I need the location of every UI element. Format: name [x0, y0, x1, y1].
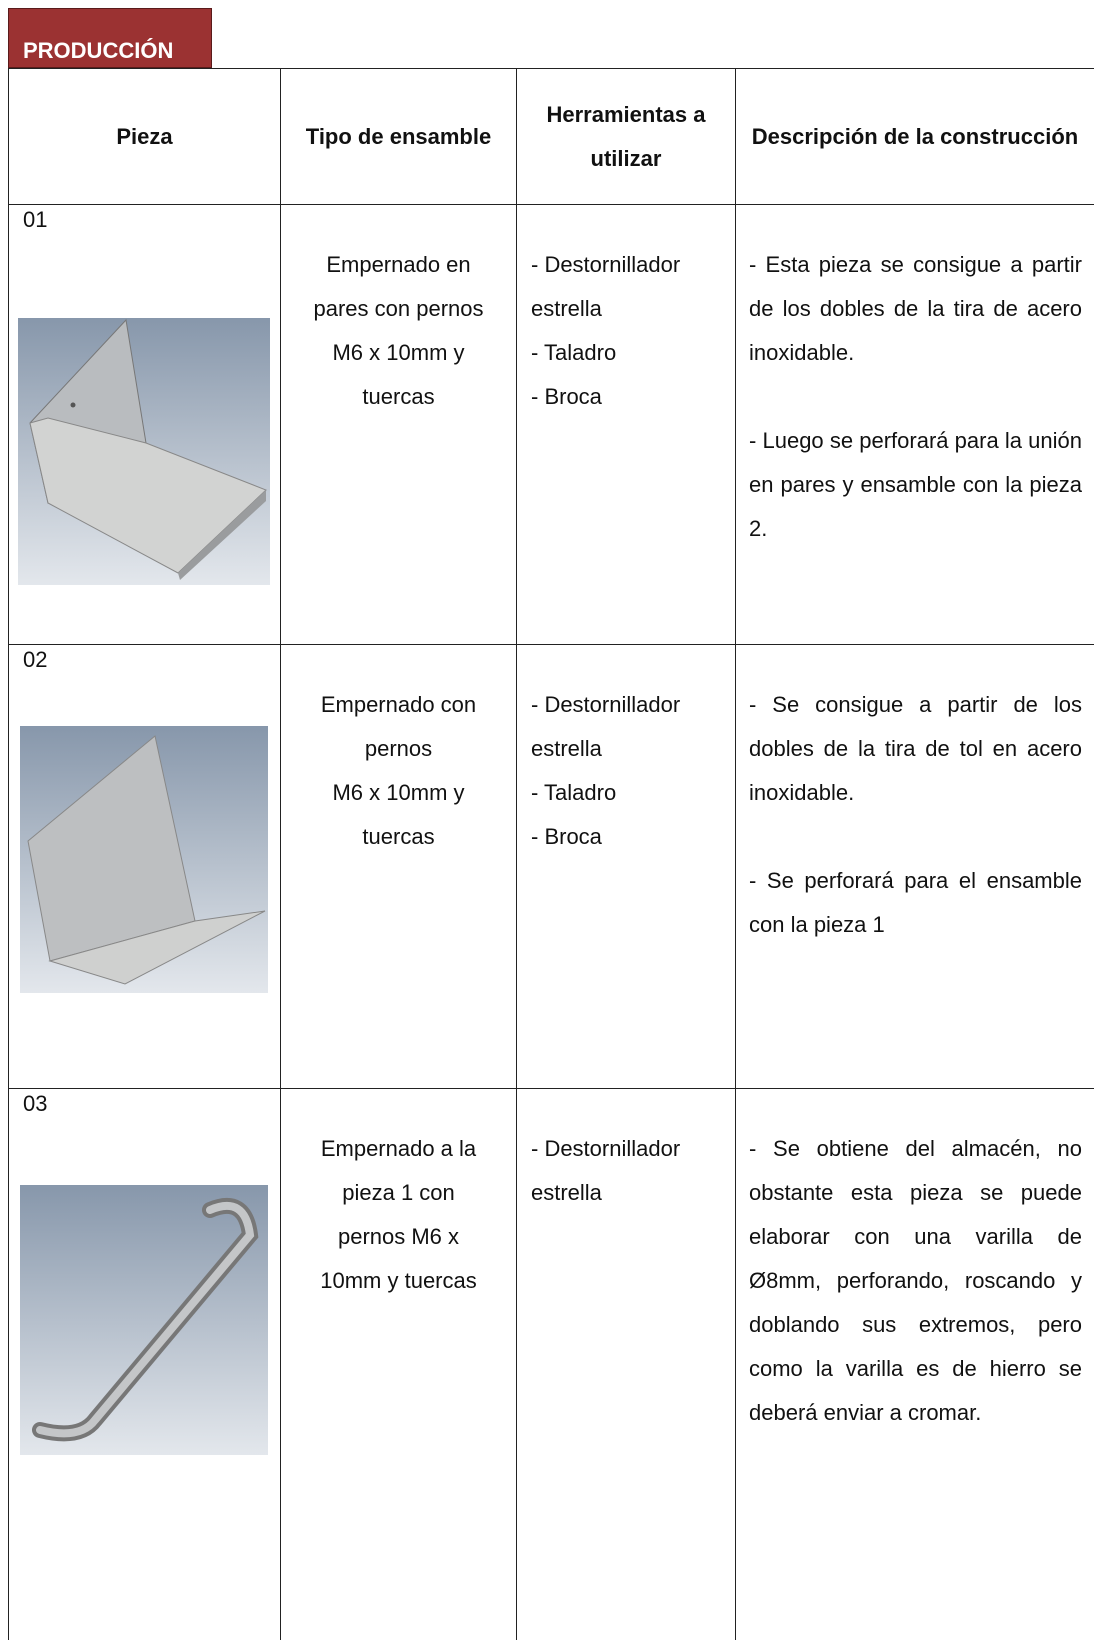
- piece-image: [20, 726, 268, 993]
- cell: - Se obtiene del almacén, no obstante es…: [735, 1088, 1094, 1640]
- piece-number: 01: [23, 207, 48, 232]
- assembly-line: M6 x 10mm y: [332, 340, 465, 365]
- assembly-line: tuercas: [362, 384, 435, 409]
- assembly-line: Empernado a la: [320, 1136, 477, 1161]
- header-cell: Herramientas a utilizar: [516, 68, 735, 204]
- assembly-line: Empernado en: [326, 252, 471, 277]
- assembly-line: pares con pernos: [313, 296, 484, 321]
- header-cell: Tipo de ensamble: [280, 68, 516, 204]
- section-title: PRODUCCIÓN: [23, 38, 174, 63]
- assembly-line: pieza 1 con: [342, 1180, 455, 1205]
- piece-image: [20, 1185, 268, 1455]
- tool-item: - Taladro: [531, 340, 617, 365]
- piece-number: 03: [23, 1091, 48, 1116]
- description-paragraph: - Esta pieza se consigue a partir de los…: [749, 252, 1082, 365]
- section-tab: PRODUCCIÓN: [8, 8, 212, 68]
- tool-item: - Destornillador estrella: [531, 252, 681, 321]
- tool-item: - Taladro: [531, 780, 617, 805]
- tool-item: - Broca: [531, 824, 602, 849]
- cell: - Destornillador estrella - Taladro - Broc…: [516, 644, 735, 1088]
- cell: 02: [8, 644, 280, 1088]
- cell: - Esta pieza se consigue a partir de los…: [735, 204, 1094, 644]
- assembly-line: M6 x 10mm y: [332, 780, 465, 805]
- cell: 03: [8, 1088, 280, 1640]
- column-header: Descripción de la construcción: [751, 123, 1079, 149]
- tool-item: - Destornillador estrella: [531, 692, 681, 761]
- assembly-line: pernos: [364, 736, 433, 761]
- piece-image: [18, 318, 270, 585]
- header-cell: Descripción de la construcción: [735, 68, 1094, 204]
- cell: 01: [8, 204, 280, 644]
- cell: - Se consigue a partir de los dobles de …: [735, 644, 1094, 1088]
- assembly-line: pernos M6 x: [337, 1224, 460, 1249]
- description-paragraph: - Se obtiene del almacén, no obstante es…: [749, 1136, 1082, 1425]
- header-cell: Pieza: [8, 68, 280, 204]
- piece-number: 02: [23, 647, 48, 672]
- cell: - Destornillador estrella: [516, 1088, 735, 1640]
- assembly-line: 10mm y tuercas: [320, 1268, 477, 1293]
- column-header: Tipo de ensamble: [305, 123, 492, 149]
- cell: Empernado a la pieza 1 con pernos M6 x 10mm…: [280, 1088, 516, 1640]
- cell: - Destornillador estrella - Taladro - Broc…: [516, 204, 735, 644]
- assembly-line: Empernado con: [320, 692, 477, 717]
- cell: Empernado con pernos M6 x 10mm y tuercas: [280, 644, 516, 1088]
- assembly-line: tuercas: [362, 824, 435, 849]
- column-header: Pieza: [116, 123, 173, 149]
- cell: Empernado en pares con pernos M6 x 10mm y t…: [280, 204, 516, 644]
- description-paragraph: - Se perforará para el ensamble con la p…: [749, 868, 1082, 937]
- tool-item: - Broca: [531, 384, 602, 409]
- column-header: Herramientas a utilizar: [546, 101, 706, 171]
- description-paragraph: - Luego se perforará para la unión en pa…: [749, 428, 1082, 541]
- tool-item: - Destornillador estrella: [531, 1136, 681, 1205]
- description-paragraph: - Se consigue a partir de los dobles de …: [749, 692, 1082, 805]
